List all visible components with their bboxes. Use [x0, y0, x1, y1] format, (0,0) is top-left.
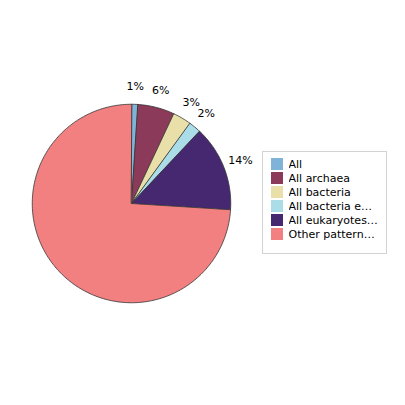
svg-text:2%: 2% — [197, 106, 214, 119]
html-text:All archaea: All archaea — [288, 171, 350, 185]
svg-text:1%: 1% — [126, 79, 143, 92]
html-text:All eukaryotes…: All eukaryotes… — [288, 213, 378, 227]
svg-text:3%: 3% — [182, 95, 200, 109]
html-text:All bacteria: All bacteria — [288, 185, 351, 199]
svg-text:14%: 14% — [228, 153, 252, 166]
svg-text:6%: 6% — [152, 83, 169, 96]
html-text:Other pattern…: Other pattern… — [288, 227, 375, 241]
html-text:All bacteria e…: All bacteria e… — [288, 199, 373, 213]
html-text:All: All — [288, 157, 303, 171]
